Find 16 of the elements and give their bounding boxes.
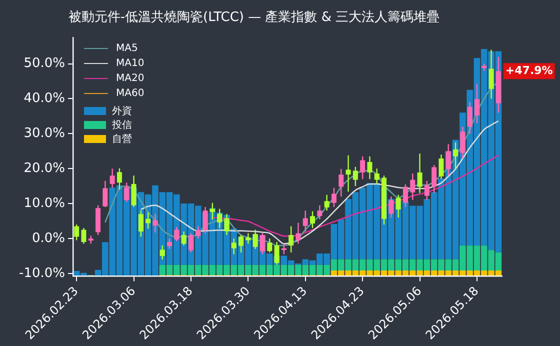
legend-label: 自營 xyxy=(112,132,132,146)
y-tick-label: 0.0% xyxy=(32,230,65,246)
legend-label: MA20 xyxy=(116,73,144,84)
legend-label: MA10 xyxy=(116,58,144,69)
y-tick-label: -10.0% xyxy=(19,266,65,281)
y-tick-label: 20.0% xyxy=(24,160,65,176)
legend-label: MA5 xyxy=(116,43,138,54)
y-tick-label: 50.0% xyxy=(24,56,65,72)
legend-label: 投信 xyxy=(112,118,132,132)
y-tick-label: 10.0% xyxy=(24,196,65,211)
legend-label: 外資 xyxy=(112,105,132,118)
chart-title: 被動元件-低溫共燒陶瓷(LTCC) — 產業指數 & 三大法人籌碼堆疊 xyxy=(68,10,440,26)
text: +47.9% xyxy=(505,64,553,77)
legend-label: MA60 xyxy=(116,88,144,99)
y-tick-label: 40.0% xyxy=(24,91,65,106)
y-tick-label: 30.0% xyxy=(24,126,65,142)
